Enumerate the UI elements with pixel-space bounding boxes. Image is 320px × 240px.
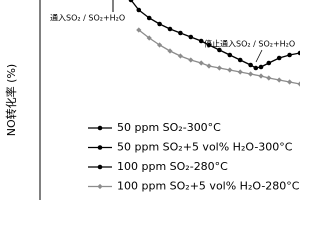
data-point [287, 52, 292, 58]
data-point [276, 55, 282, 61]
data-point [198, 60, 204, 66]
data-point [258, 64, 264, 70]
legend-label: 100 ppm SO₂-280°C [117, 160, 228, 173]
data-point [297, 81, 300, 87]
data-point [188, 57, 194, 63]
data-point [266, 75, 272, 81]
data-point [177, 53, 183, 59]
legend-marker [97, 183, 103, 190]
data-point [297, 50, 300, 56]
legend-label: 50 ppm SO₂+5 vol% H₂O-300°C [117, 141, 293, 154]
annotation: 停止通入SO₂ / SO₂+H₂O [204, 39, 295, 49]
data-point [146, 15, 152, 21]
data-point [237, 57, 243, 63]
y-axis-label: NO转化率 (%) [4, 64, 18, 136]
data-point [157, 21, 162, 27]
series-line [138, 29, 300, 85]
data-point [227, 52, 233, 58]
data-point [188, 34, 194, 40]
data-point [287, 79, 293, 85]
data-point [198, 38, 204, 44]
data-point [178, 30, 183, 36]
series-line [130, 0, 300, 69]
data-point [206, 42, 212, 48]
data-point [157, 42, 163, 48]
data-point [248, 71, 254, 77]
data-point [216, 65, 222, 71]
data-point [217, 47, 222, 53]
data-point [167, 26, 173, 32]
data-point [276, 77, 282, 83]
annotation-arrow [255, 49, 263, 63]
data-point [206, 63, 212, 69]
data-point [136, 7, 142, 13]
data-point [227, 67, 233, 73]
annotation: 通入SO₂ / SO₂+H₂O [50, 13, 125, 23]
data-point [167, 48, 173, 54]
data-point [258, 73, 264, 79]
legend-marker [97, 125, 103, 131]
legend-label: 100 ppm SO₂+5 vol% H₂O-280°C [117, 180, 300, 193]
legend-label: 50 ppm SO₂-300°C [117, 121, 221, 134]
data-point [136, 27, 142, 33]
data-point [253, 65, 259, 71]
legend-marker [97, 164, 103, 170]
data-point [248, 62, 253, 68]
data-point [128, 0, 134, 3]
data-point [266, 60, 272, 66]
data-point [146, 35, 152, 41]
data-point [237, 69, 243, 75]
chart: NO转化率 (%) 通入SO₂ / SO₂+H₂O 停止通入SO₂ / SO₂+… [4, 0, 300, 200]
legend-marker [97, 145, 103, 150]
